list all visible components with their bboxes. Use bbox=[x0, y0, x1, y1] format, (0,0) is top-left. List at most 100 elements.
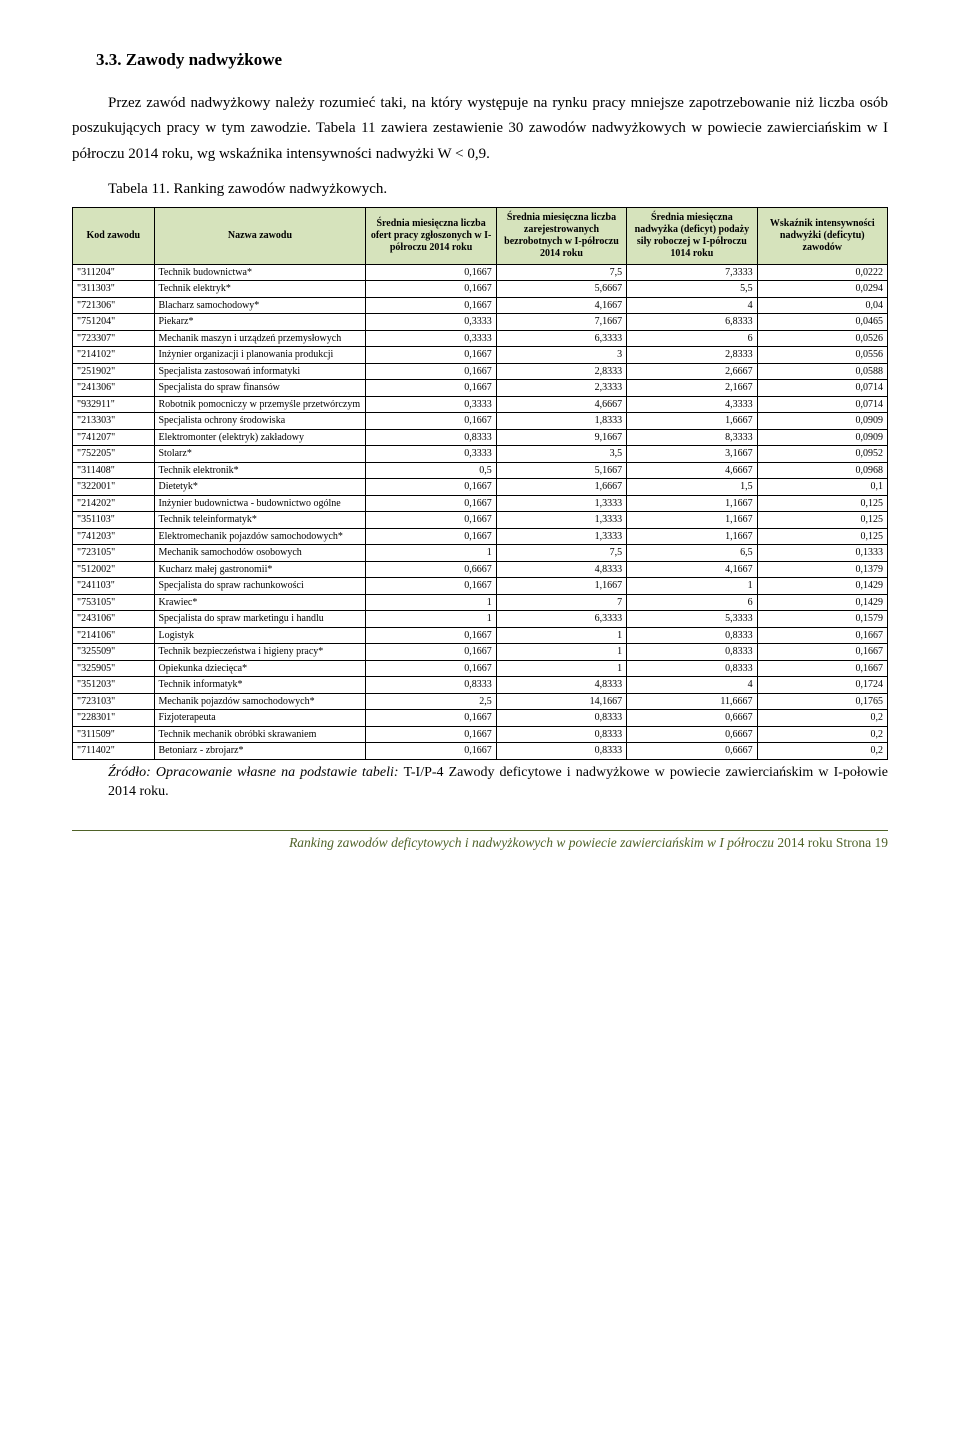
cell-name: Inżynier budownictwa - budownictwo ogóln… bbox=[154, 495, 366, 512]
cell-value: 0,8333 bbox=[627, 644, 757, 661]
cell-code: "311509" bbox=[73, 726, 155, 743]
table-row: "241306"Specjalista do spraw finansów0,1… bbox=[73, 380, 888, 397]
cell-value: 0,1667 bbox=[366, 413, 496, 430]
col-bezrob: Średnia miesięczna liczba zarejestrowany… bbox=[496, 207, 626, 264]
table-row: "214106"Logistyk0,166710,83330,1667 bbox=[73, 627, 888, 644]
cell-code: "213303" bbox=[73, 413, 155, 430]
table-row: "741203"Elektromechanik pojazdów samocho… bbox=[73, 528, 888, 545]
cell-value: 6,3333 bbox=[496, 330, 626, 347]
cell-code: "311303" bbox=[73, 281, 155, 298]
cell-value: 0,1667 bbox=[366, 297, 496, 314]
cell-value: 1,3333 bbox=[496, 495, 626, 512]
cell-value: 0,0714 bbox=[757, 396, 887, 413]
cell-value: 4,1667 bbox=[627, 561, 757, 578]
cell-code: "932911" bbox=[73, 396, 155, 413]
cell-code: "721306" bbox=[73, 297, 155, 314]
table-row: "311204"Technik budownictwa*0,16677,57,3… bbox=[73, 264, 888, 281]
cell-value: 0,1333 bbox=[757, 545, 887, 562]
table-row: "932911"Robotnik pomocniczy w przemyśle … bbox=[73, 396, 888, 413]
cell-value: 0,3333 bbox=[366, 396, 496, 413]
cell-value: 0,2 bbox=[757, 743, 887, 760]
cell-name: Blacharz samochodowy* bbox=[154, 297, 366, 314]
cell-value: 0,0294 bbox=[757, 281, 887, 298]
cell-value: 4,6667 bbox=[627, 462, 757, 479]
cell-value: 9,1667 bbox=[496, 429, 626, 446]
cell-code: "723307" bbox=[73, 330, 155, 347]
table-row: "251902"Specjalista zastosowań informaty… bbox=[73, 363, 888, 380]
cell-value: 0,8333 bbox=[496, 743, 626, 760]
cell-name: Inżynier organizacji i planowania produk… bbox=[154, 347, 366, 364]
cell-value: 2,5 bbox=[366, 693, 496, 710]
cell-value: 1,6667 bbox=[627, 413, 757, 430]
col-nadw: Średnia miesięczna nadwyżka (deficyt) po… bbox=[627, 207, 757, 264]
cell-value: 0,125 bbox=[757, 495, 887, 512]
cell-value: 0,6667 bbox=[627, 726, 757, 743]
table-row: "351103"Technik teleinformatyk*0,16671,3… bbox=[73, 512, 888, 529]
cell-value: 0,6667 bbox=[627, 743, 757, 760]
cell-value: 0,1579 bbox=[757, 611, 887, 628]
source-roman: T-I/P-4 Zawody deficytowe i nadwyżkowe w… bbox=[404, 765, 834, 780]
cell-value: 6 bbox=[627, 594, 757, 611]
table-row: "711402"Betoniarz - zbrojarz*0,16670,833… bbox=[73, 743, 888, 760]
cell-value: 0,3333 bbox=[366, 446, 496, 463]
cell-name: Technik budownictwa* bbox=[154, 264, 366, 281]
cell-name: Kucharz małej gastronomii* bbox=[154, 561, 366, 578]
cell-value: 1,3333 bbox=[496, 512, 626, 529]
cell-value: 0,1667 bbox=[757, 644, 887, 661]
cell-value: 1 bbox=[627, 578, 757, 595]
cell-value: 0,3333 bbox=[366, 314, 496, 331]
col-nazwa: Nazwa zawodu bbox=[154, 207, 366, 264]
cell-name: Opiekunka dziecięca* bbox=[154, 660, 366, 677]
cell-value: 0,1667 bbox=[366, 380, 496, 397]
cell-value: 0,1667 bbox=[366, 495, 496, 512]
cell-value: 7,5 bbox=[496, 545, 626, 562]
cell-value: 1 bbox=[496, 644, 626, 661]
cell-value: 0,1 bbox=[757, 479, 887, 496]
cell-value: 0,1667 bbox=[366, 479, 496, 496]
table-row: "723103"Mechanik pojazdów samochodowych*… bbox=[73, 693, 888, 710]
cell-value: 0,3333 bbox=[366, 330, 496, 347]
cell-value: 0,125 bbox=[757, 528, 887, 545]
cell-value: 0,04 bbox=[757, 297, 887, 314]
cell-code: "214102" bbox=[73, 347, 155, 364]
cell-name: Technik mechanik obróbki skrawaniem bbox=[154, 726, 366, 743]
cell-value: 5,1667 bbox=[496, 462, 626, 479]
cell-value: 0,1429 bbox=[757, 594, 887, 611]
table-source: Źródło: Opracowanie własne na podstawie … bbox=[108, 764, 888, 802]
cell-code: "751204" bbox=[73, 314, 155, 331]
cell-name: Fizjoterapeuta bbox=[154, 710, 366, 727]
cell-name: Dietetyk* bbox=[154, 479, 366, 496]
table-caption-text: Tabela 11. Ranking zawodów nadwyżkowych. bbox=[108, 181, 387, 197]
cell-value: 0,0909 bbox=[757, 413, 887, 430]
cell-value: 1 bbox=[366, 594, 496, 611]
cell-code: "214106" bbox=[73, 627, 155, 644]
cell-code: "311204" bbox=[73, 264, 155, 281]
cell-value: 0,1429 bbox=[757, 578, 887, 595]
table-row: "213303"Specjalista ochrony środowiska0,… bbox=[73, 413, 888, 430]
cell-code: "311408" bbox=[73, 462, 155, 479]
cell-value: 1 bbox=[366, 611, 496, 628]
page-footer: Ranking zawodów deficytowych i nadwyżkow… bbox=[72, 830, 888, 853]
cell-code: "351103" bbox=[73, 512, 155, 529]
table-row: "723307"Mechanik maszyn i urządzeń przem… bbox=[73, 330, 888, 347]
cell-name: Specjalista zastosowań informatyki bbox=[154, 363, 366, 380]
cell-value: 2,3333 bbox=[496, 380, 626, 397]
cell-name: Technik informatyk* bbox=[154, 677, 366, 694]
cell-value: 0,0909 bbox=[757, 429, 887, 446]
cell-value: 3,1667 bbox=[627, 446, 757, 463]
cell-value: 4 bbox=[627, 297, 757, 314]
cell-value: 0,1765 bbox=[757, 693, 887, 710]
cell-value: 7,3333 bbox=[627, 264, 757, 281]
cell-value: 0,1667 bbox=[366, 627, 496, 644]
cell-value: 0,1667 bbox=[366, 644, 496, 661]
cell-value: 4 bbox=[627, 677, 757, 694]
cell-value: 0,0222 bbox=[757, 264, 887, 281]
cell-code: "322001" bbox=[73, 479, 155, 496]
cell-code: "325905" bbox=[73, 660, 155, 677]
cell-value: 4,6667 bbox=[496, 396, 626, 413]
cell-value: 0,0526 bbox=[757, 330, 887, 347]
cell-code: "752205" bbox=[73, 446, 155, 463]
cell-value: 0,0714 bbox=[757, 380, 887, 397]
cell-name: Piekarz* bbox=[154, 314, 366, 331]
cell-value: 0,1667 bbox=[366, 660, 496, 677]
